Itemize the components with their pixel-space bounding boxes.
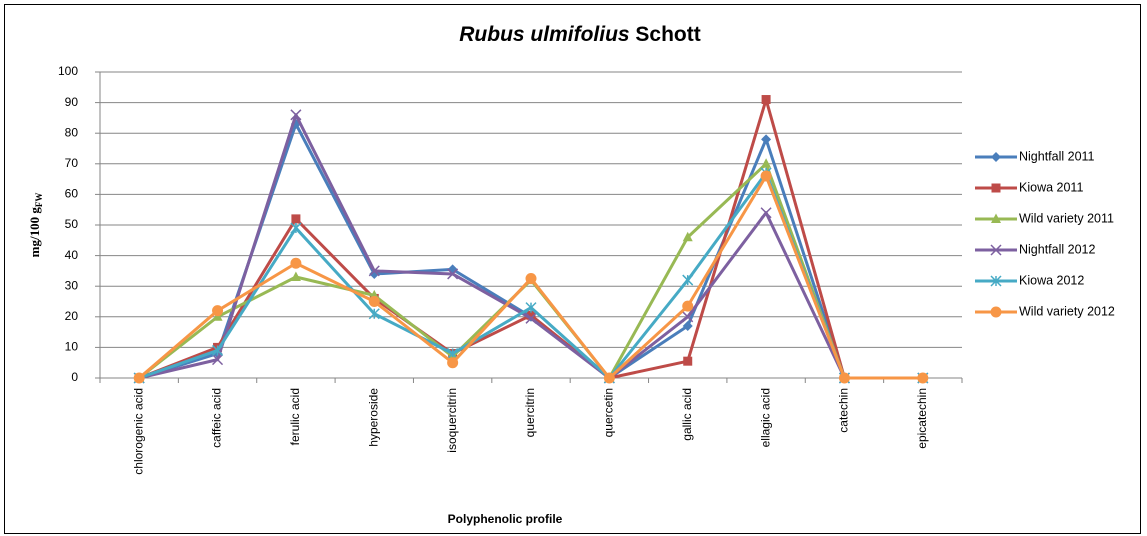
x-tick-label: hyperoside (366, 388, 380, 447)
y-tick-label: 40 (65, 248, 79, 262)
y-tick-label: 20 (65, 309, 79, 323)
data-point (760, 170, 772, 182)
legend-marker (990, 244, 1002, 256)
y-tick-label: 70 (65, 156, 79, 170)
data-point (290, 109, 302, 121)
legend-label: Nightfall 2011 (1019, 149, 1095, 163)
legend-label: Nightfall 2012 (1019, 242, 1095, 256)
data-point (761, 95, 771, 105)
data-point (682, 231, 693, 242)
legend-label: Kiowa 2012 (1019, 273, 1084, 287)
y-tick-label: 10 (65, 340, 79, 354)
data-point (525, 312, 537, 324)
y-tick-label: 80 (65, 125, 79, 139)
legend-label: Wild variety 2012 (1019, 304, 1115, 318)
data-point (526, 310, 536, 320)
data-point (212, 305, 224, 317)
legend-marker (991, 152, 1001, 162)
x-tick-label: quercetin (602, 388, 616, 437)
data-point (212, 344, 224, 356)
data-point (525, 302, 537, 314)
data-point (838, 372, 850, 384)
legend-label: Kiowa 2011 (1019, 180, 1083, 194)
data-point (682, 300, 694, 312)
data-point (525, 273, 537, 285)
legend-marker (991, 183, 1001, 193)
x-tick-label: gallic acid (680, 388, 694, 441)
data-point (290, 222, 302, 234)
data-point (682, 274, 694, 286)
x-axis-label: Polyphenolic profile (448, 512, 563, 526)
x-tick-label: ferulic acid (288, 388, 302, 445)
x-tick-label: caffeic acid (210, 388, 224, 448)
x-tick-label: catechin (837, 388, 851, 433)
data-point (290, 271, 301, 282)
y-tick-label: 30 (65, 278, 79, 292)
data-point (682, 320, 693, 331)
x-tick-label: isoquercitrin (445, 388, 459, 453)
data-point (682, 311, 694, 323)
data-point (761, 158, 772, 168)
data-point (368, 308, 380, 320)
x-tick-label: chlorogenic acid (131, 388, 145, 475)
data-point (290, 257, 302, 269)
data-point (368, 265, 380, 277)
data-point (368, 296, 380, 307)
y-tick-label: 0 (71, 370, 78, 384)
data-point (760, 207, 772, 219)
y-tick-label: 100 (58, 64, 78, 78)
data-point (133, 372, 145, 384)
data-point (212, 354, 224, 366)
chart-border (4, 4, 1141, 534)
y-tick-label: 60 (65, 187, 79, 201)
y-axis-label: mg/100 gFW (27, 193, 44, 258)
chart-title: Rubus ulmifolius Schott (459, 23, 701, 46)
data-point (603, 372, 615, 384)
y-tick-label: 50 (65, 217, 79, 231)
data-point (291, 214, 301, 224)
data-point (683, 356, 693, 366)
x-tick-label: epicatechin (915, 388, 929, 449)
data-point (761, 134, 772, 145)
data-point (447, 357, 459, 369)
data-point (917, 372, 929, 384)
legend-marker (990, 275, 1002, 287)
x-tick-label: ellagic acid (758, 388, 772, 447)
data-point (447, 347, 459, 360)
legend-marker (991, 213, 1001, 223)
x-tick-label: quercitrin (523, 388, 537, 437)
y-tick-label: 90 (65, 95, 79, 109)
legend-marker (990, 306, 1002, 318)
data-point (447, 268, 459, 280)
legend-label: Wild variety 2011 (1019, 211, 1114, 225)
